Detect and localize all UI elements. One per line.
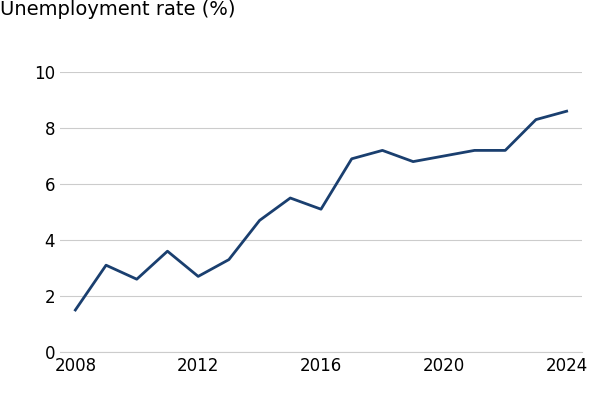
Text: Unemployment rate (%): Unemployment rate (%) [0, 0, 235, 19]
